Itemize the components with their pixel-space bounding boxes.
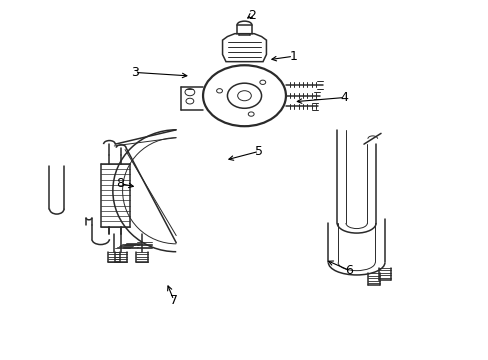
Text: 1: 1	[289, 50, 297, 63]
Text: 5: 5	[255, 145, 263, 158]
Text: 3: 3	[131, 66, 139, 79]
Text: 7: 7	[169, 294, 178, 307]
Text: 4: 4	[340, 91, 347, 104]
Text: 2: 2	[247, 9, 255, 22]
Text: 8: 8	[116, 177, 124, 190]
Text: 6: 6	[345, 264, 352, 277]
